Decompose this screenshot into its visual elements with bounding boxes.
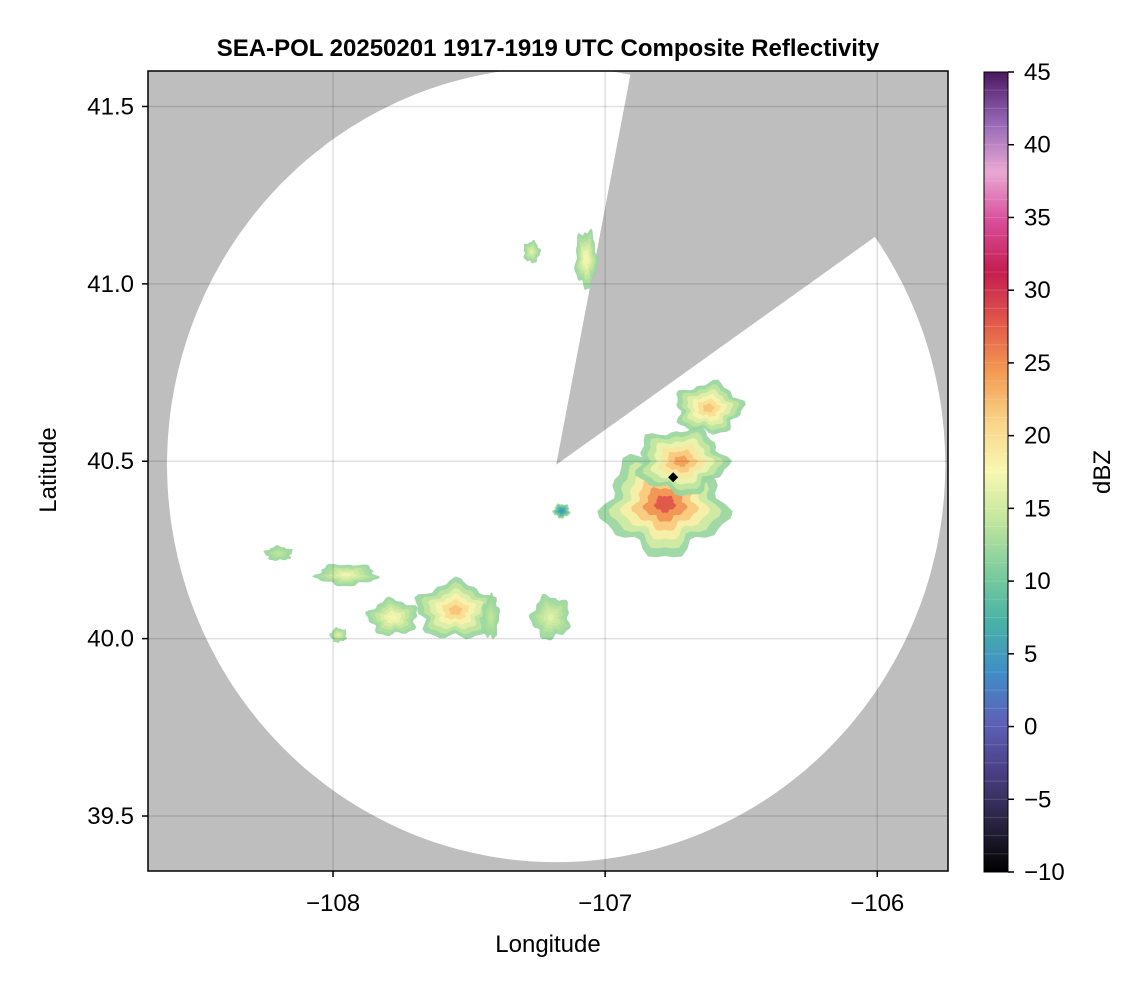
echo-cell [263, 545, 293, 561]
colorbar-tick-label: 20 [1024, 423, 1051, 450]
colorbar: −10 −5 0 5 10 15 20 25 30 35 40 45 [983, 59, 1065, 886]
colorbar-tick-label: 5 [1024, 641, 1037, 668]
colorbar-tick-label: 40 [1024, 132, 1051, 159]
echo-contour [388, 613, 397, 621]
y-axis-label: Latitude [35, 427, 62, 512]
x-tick-label: −108 [306, 890, 360, 917]
echo-contour [340, 572, 353, 577]
echo-cell [365, 596, 418, 636]
colorbar-ramp [983, 71, 1009, 873]
plot-area [148, 71, 948, 871]
colorbar-tick-label: 15 [1024, 495, 1051, 522]
x-axis-label: Longitude [495, 931, 600, 958]
plot-frame [147, 70, 949, 872]
y-tick-label: 40.5 [87, 448, 134, 475]
colorbar-tick-label: 45 [1024, 59, 1051, 86]
echo-cell [523, 239, 542, 264]
echo-cell [329, 627, 347, 643]
echo-cell [574, 228, 599, 290]
echo-contour [560, 509, 564, 513]
echo-contour [448, 604, 463, 616]
y-tick-label: 40.0 [87, 626, 134, 653]
y-axis-ticks: 39.5 40.0 40.5 41.0 41.5 [87, 93, 148, 830]
echo-contour [653, 495, 677, 513]
radar-site-marker [668, 472, 679, 483]
radar-coverage-area [167, 71, 946, 863]
x-tick-label: −107 [578, 890, 632, 917]
colorbar-label: dBZ [1089, 450, 1116, 494]
y-tick-label: 39.5 [87, 803, 134, 830]
echo-cell [676, 379, 746, 435]
chart-title: SEA-POL 20250201 1917-1919 UTC Composite… [217, 35, 880, 62]
echo-contour [547, 613, 555, 622]
echo-cell [528, 593, 571, 641]
echo-contour [276, 552, 281, 555]
echo-cell [552, 503, 571, 519]
echo-cell [312, 563, 380, 587]
colorbar-tick-label: 10 [1024, 568, 1051, 595]
echo-cell [414, 576, 497, 640]
colorbar-tick-label: 35 [1024, 204, 1051, 231]
x-tick-label: −106 [850, 890, 904, 917]
echo-contour [336, 633, 340, 637]
echo-contour [584, 253, 589, 265]
echo-contour [673, 455, 690, 468]
echo-contour [489, 613, 493, 621]
colorbar-tick-label: 0 [1024, 714, 1037, 741]
reflectivity-echoes [263, 228, 746, 643]
y-tick-label: 41.5 [87, 93, 134, 120]
y-tick-label: 41.0 [87, 271, 134, 298]
echo-cell [635, 426, 732, 497]
echo-cell [482, 592, 500, 640]
site-marker-layer [668, 472, 679, 483]
colorbar-tick-label: 30 [1024, 277, 1051, 304]
grid-lines [148, 71, 948, 871]
echo-contour [703, 403, 715, 413]
colorbar-tick-label: −5 [1024, 786, 1051, 813]
echo-contour [530, 249, 534, 254]
x-axis-ticks: −108 −107 −106 [306, 871, 904, 917]
colorbar-tick-label: −10 [1024, 859, 1065, 886]
colorbar-tick-label: 25 [1024, 350, 1051, 377]
